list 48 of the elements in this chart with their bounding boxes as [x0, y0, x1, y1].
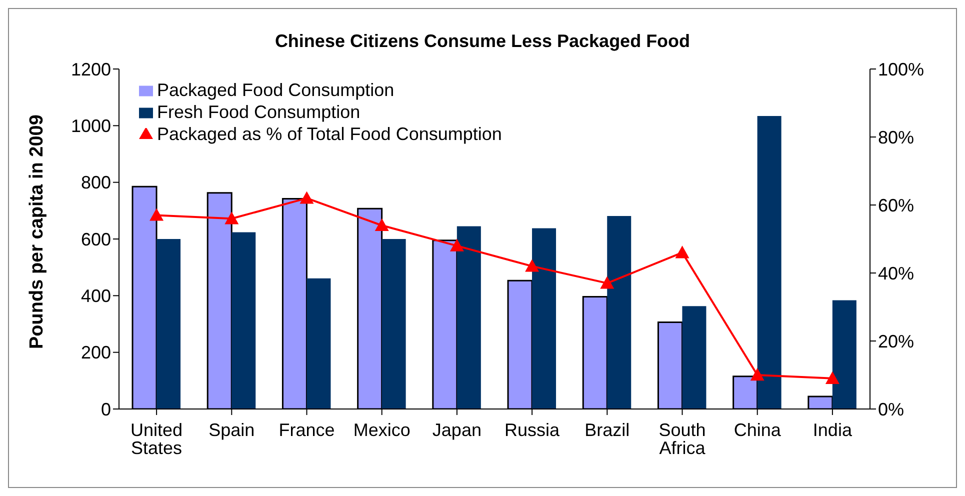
y2-tick-label: 20% — [878, 331, 914, 352]
y-axis-title: Pounds per capita in 2009 — [26, 114, 48, 349]
point — [525, 259, 540, 272]
x-tick-label: China — [734, 420, 782, 440]
x-tick-label: Mexico — [353, 420, 410, 440]
x-tick-label: Japan — [432, 420, 482, 440]
point — [825, 371, 840, 384]
x-tick-label: United States — [130, 420, 183, 458]
bar — [456, 226, 481, 409]
y2-tick-label: 0% — [878, 399, 904, 420]
legend-label: Fresh Food Consumption — [157, 102, 360, 122]
point — [150, 208, 164, 221]
bar — [757, 116, 782, 409]
bar — [607, 216, 632, 409]
bar — [232, 232, 256, 409]
point — [600, 276, 614, 289]
y2-tick-label: 60% — [878, 195, 914, 216]
point — [675, 246, 690, 258]
chart-title: Chinese Citizens Consume Less Packaged Food — [274, 31, 692, 52]
point — [224, 212, 239, 224]
x-tick-label: France — [278, 420, 335, 440]
y-tick-label: 1000 — [70, 116, 111, 136]
x-tick-label: Brazil — [584, 420, 630, 440]
y-tick-label: 600 — [80, 229, 111, 250]
x-tick-label: Spain — [208, 420, 255, 440]
y-tick-label: 1200 — [70, 59, 111, 80]
y-tick-label: 0 — [100, 399, 111, 420]
y2-tick-label: 100% — [878, 59, 924, 80]
x-tick-label: Russia — [504, 420, 561, 440]
y2-tick-label: 40% — [878, 263, 914, 284]
point — [300, 191, 314, 204]
point — [750, 368, 764, 381]
legend-label: Packaged Food Consumption — [157, 80, 394, 100]
bar — [832, 300, 856, 409]
bar — [382, 239, 406, 409]
point — [374, 218, 389, 231]
bar — [306, 278, 331, 409]
point — [450, 238, 464, 252]
x-tick-label: South Africa — [658, 420, 706, 458]
bar — [156, 239, 181, 409]
bar — [682, 306, 706, 409]
y-tick-label: 800 — [80, 172, 111, 193]
y2-tick-label: 80% — [878, 127, 914, 148]
legend-label: Packaged as % of Total Food Consumption — [157, 124, 502, 144]
x-tick-label: India — [812, 420, 853, 440]
y-tick-label: 400 — [80, 286, 111, 306]
bar — [532, 228, 556, 409]
y-tick-label: 200 — [80, 342, 111, 363]
